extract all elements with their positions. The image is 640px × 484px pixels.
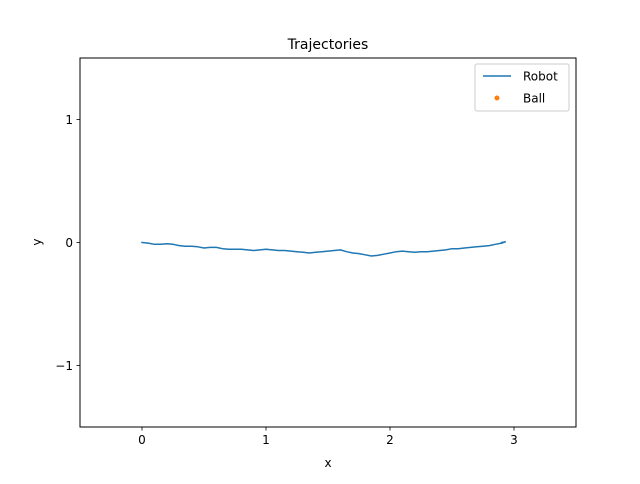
x-tick-label: 0 [138,433,146,447]
legend: Robot Ball [474,63,570,112]
x-tick-label: 3 [510,433,518,447]
y-tick-label: 1 [65,113,73,127]
x-tick-label: 1 [262,433,270,447]
x-tick-label: 2 [386,433,394,447]
legend-robot-label: Robot [523,70,558,84]
legend-ball-label: Ball [523,92,545,106]
plot-area [141,241,507,257]
y-axis-label: y [30,238,44,245]
x-axis-label: x [324,456,331,470]
robot-trajectory-line [141,241,507,257]
chart-title: Trajectories [287,37,369,53]
legend-ball-marker [494,95,500,101]
y-tick-label: −1 [55,359,73,373]
y-tick-label: 0 [65,236,73,250]
axes: 0 1 2 3 −1 0 1 [55,57,577,447]
